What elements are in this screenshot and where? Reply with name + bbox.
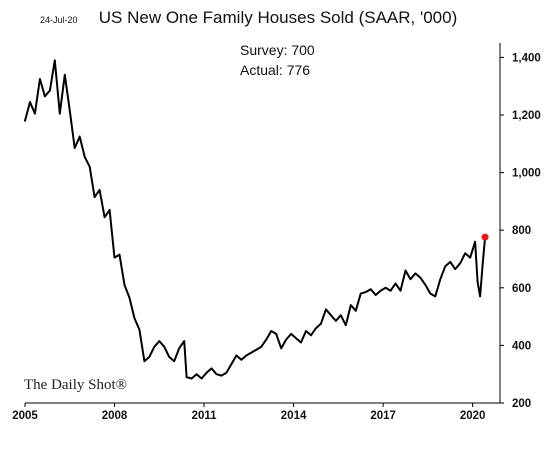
x-axis-ticks: 2005 2008 2011 2014 2017 2020 xyxy=(12,403,485,422)
y-tick-label: 600 xyxy=(512,283,531,295)
survey-annotation: Survey: 700 xyxy=(240,42,315,58)
chart-title: US New One Family Houses Sold (SAAR, '00… xyxy=(99,8,458,27)
x-tick-label: 2008 xyxy=(102,410,128,422)
y-tick-label: 200 xyxy=(512,398,531,410)
series-line xyxy=(24,59,487,380)
y-tick-label: 1,200 xyxy=(512,110,541,122)
y-tick-label: 1,000 xyxy=(512,168,541,180)
y-tick-label: 800 xyxy=(512,225,531,237)
actual-annotation: Actual: 776 xyxy=(240,62,310,78)
x-tick-label: 2014 xyxy=(281,410,307,422)
y-tick-label: 400 xyxy=(512,340,531,352)
x-tick-label: 2017 xyxy=(370,410,396,422)
x-tick-label: 2011 xyxy=(192,410,218,422)
last-point-marker xyxy=(481,233,489,241)
y-tick-label: 1,400 xyxy=(512,52,541,64)
y-axis-ticks: 200 400 600 800 1,000 1,200 1,400 xyxy=(500,52,541,410)
chart-date: 24-Jul-20 xyxy=(40,15,78,25)
watermark-logo: The Daily Shot® xyxy=(24,377,127,393)
x-tick-label: 2005 xyxy=(12,410,38,422)
x-tick-label: 2020 xyxy=(460,410,486,422)
